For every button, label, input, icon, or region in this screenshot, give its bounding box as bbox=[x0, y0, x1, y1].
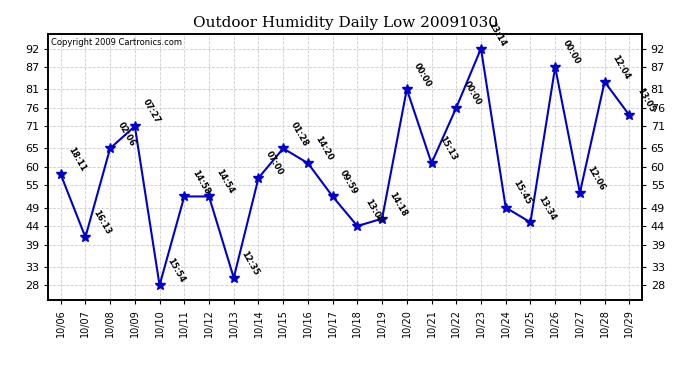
Text: 02:06: 02:06 bbox=[116, 120, 137, 148]
Text: 00:00: 00:00 bbox=[462, 80, 483, 107]
Text: 00:00: 00:00 bbox=[413, 61, 433, 88]
Text: 07:27: 07:27 bbox=[140, 98, 161, 125]
Text: 13:34: 13:34 bbox=[536, 194, 557, 222]
Text: 16:13: 16:13 bbox=[91, 209, 112, 236]
Text: 14:54: 14:54 bbox=[215, 168, 236, 196]
Text: 00:00: 00:00 bbox=[561, 39, 582, 66]
Text: 23:14: 23:14 bbox=[486, 20, 508, 48]
Text: 14:58: 14:58 bbox=[190, 168, 211, 196]
Text: 07:00: 07:00 bbox=[264, 150, 285, 177]
Title: Outdoor Humidity Daily Low 20091030: Outdoor Humidity Daily Low 20091030 bbox=[193, 16, 497, 30]
Text: 13:05: 13:05 bbox=[635, 87, 656, 114]
Text: Copyright 2009 Cartronics.com: Copyright 2009 Cartronics.com bbox=[51, 38, 182, 47]
Text: 15:13: 15:13 bbox=[437, 135, 458, 162]
Text: 12:06: 12:06 bbox=[585, 164, 607, 192]
Text: 14:18: 14:18 bbox=[388, 190, 408, 218]
Text: 15:45: 15:45 bbox=[511, 179, 533, 207]
Text: 01:28: 01:28 bbox=[288, 120, 310, 148]
Text: 15:54: 15:54 bbox=[165, 256, 186, 284]
Text: 12:35: 12:35 bbox=[239, 249, 260, 277]
Text: 13:00: 13:00 bbox=[363, 198, 384, 225]
Text: 18:11: 18:11 bbox=[66, 146, 88, 174]
Text: 09:59: 09:59 bbox=[338, 168, 359, 196]
Text: 12:04: 12:04 bbox=[610, 53, 631, 81]
Text: 14:20: 14:20 bbox=[313, 135, 335, 162]
